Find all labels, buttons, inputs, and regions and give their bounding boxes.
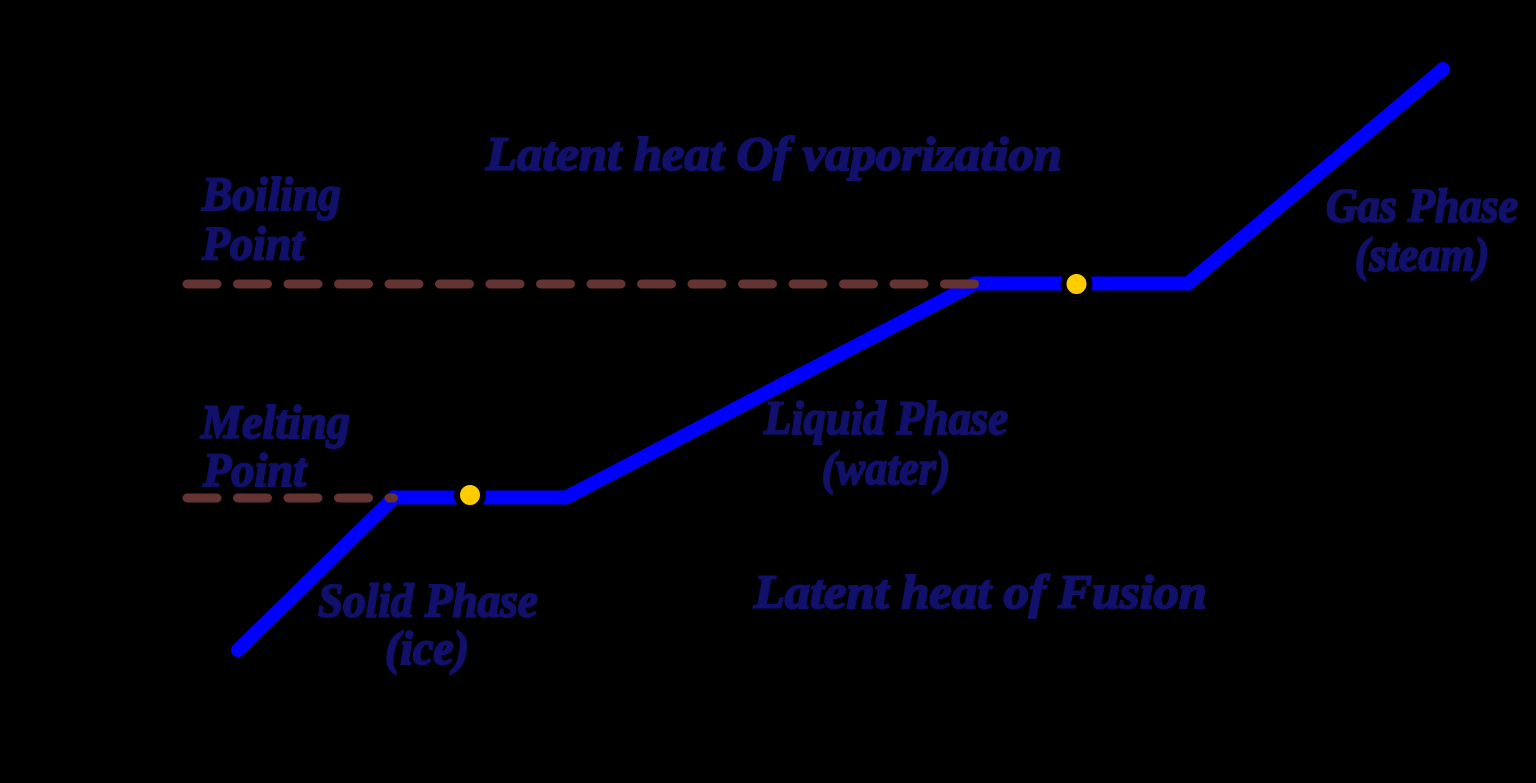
svg-text:Liquid Phase: Liquid Phase xyxy=(763,392,1008,445)
svg-text:(water): (water) xyxy=(822,442,951,495)
svg-text:Point: Point xyxy=(202,444,308,497)
svg-text:Boiling: Boiling xyxy=(201,168,341,221)
svg-text:Melting: Melting xyxy=(200,396,350,449)
svg-text:Latent heat Of vaporization: Latent heat Of vaporization xyxy=(485,128,1062,181)
svg-text:(steam): (steam) xyxy=(1355,229,1490,282)
svg-text:Gas Phase: Gas Phase xyxy=(1326,180,1518,233)
svg-text:Latent heat of Fusion: Latent heat of Fusion xyxy=(753,566,1207,619)
svg-text:(ice): (ice) xyxy=(385,622,469,675)
svg-text:Solid Phase: Solid Phase xyxy=(318,575,538,628)
svg-text:Point: Point xyxy=(201,218,306,271)
